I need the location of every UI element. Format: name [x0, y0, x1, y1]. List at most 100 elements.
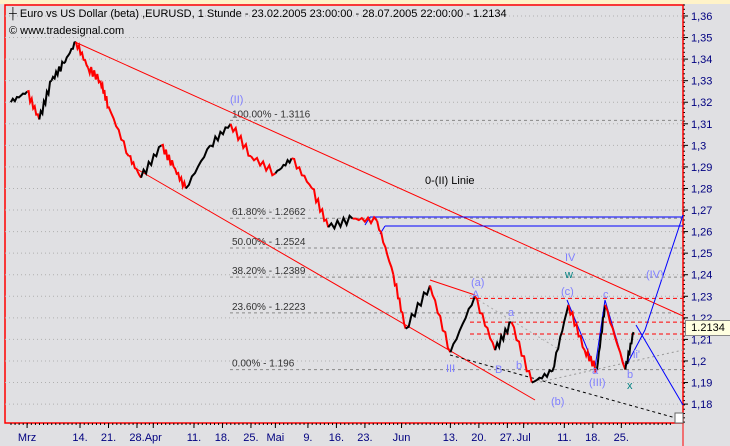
wave-label: b: [627, 369, 633, 381]
x-tick-label: Mai: [266, 432, 284, 444]
y-tick-label: 1,31: [691, 119, 712, 131]
y-tick-label: 1,36: [691, 11, 712, 23]
y-tick-label: 1,2: [691, 356, 706, 368]
fib-level-label: 100.00% - 1.3116: [232, 109, 311, 120]
y-tick-label: 1,33: [691, 76, 712, 88]
wave-label: (b): [551, 396, 564, 408]
price-segment: [352, 215, 378, 226]
support-dashed-line: [449, 354, 684, 421]
price-segment: [50, 59, 65, 82]
x-tick-label: Mrz: [18, 432, 36, 444]
wave-label: (IV): [646, 269, 664, 281]
y-tick-label: 1,32: [691, 97, 712, 109]
price-segment: [128, 155, 142, 179]
wave-label: b: [516, 360, 522, 372]
x-tick-label: 11.: [187, 432, 201, 444]
wave-label: ii': [633, 349, 640, 361]
y-tick-label: 1,34: [691, 54, 712, 66]
price-segment: [172, 166, 187, 191]
price-segment: [250, 155, 276, 177]
price-segment: [229, 123, 252, 158]
title-text: Euro vs US Dollar (beta) ,EURUSD, 1 Stun…: [19, 8, 507, 20]
x-tick-label: 28.: [129, 432, 144, 444]
price-segment: [38, 79, 53, 120]
x-tick-label: 25.: [243, 432, 258, 444]
price-segment: [392, 274, 407, 329]
price-segment: [99, 80, 110, 110]
price-segment: [474, 295, 497, 351]
price-segment: [185, 144, 211, 190]
price-segment: [291, 157, 313, 190]
y-tick-label: 1,26: [691, 227, 712, 239]
price-segment: [74, 41, 89, 69]
price-segment: [494, 321, 512, 351]
price-segment: [510, 321, 533, 383]
price-segment: [9, 90, 28, 104]
wave-label: (a): [471, 277, 484, 289]
x-tick-label: 13.: [443, 432, 458, 444]
y-tick-label: 1,29: [691, 162, 712, 174]
y-tick-label: 1,24: [691, 270, 712, 282]
price-segment: [107, 106, 130, 157]
price-segment: [429, 285, 452, 353]
price-segment: [63, 40, 77, 65]
x-tick-label: 16.: [329, 432, 344, 444]
wave-label: B: [495, 364, 502, 376]
x-tick-label: 18.: [215, 432, 230, 444]
wave-label: a: [592, 365, 599, 377]
y-tick-label: 1,23: [691, 291, 712, 303]
y-tick-label: 1,35: [691, 33, 712, 45]
wave-label: w: [564, 269, 573, 281]
lower-channel-line: [134, 167, 536, 401]
wave-projection-down: [635, 324, 684, 406]
plot-area: [4, 4, 684, 424]
y-tick-label: 1,3: [691, 140, 706, 152]
x-tick-label: Jul: [517, 432, 531, 444]
price-segment: [583, 347, 598, 374]
y-tick-label: 1,25: [691, 248, 712, 260]
wave-label: III: [446, 363, 455, 375]
fib-level-label: 23.60% - 1.2223: [232, 302, 306, 313]
wave-label: (III): [589, 377, 606, 389]
y-tick-label: 1,19: [691, 378, 712, 390]
x-tick-label: 27.: [500, 432, 515, 444]
price-segment: [140, 144, 162, 179]
x-tick-label: 21.: [101, 432, 116, 444]
wave-label: A: [472, 289, 480, 301]
x-tick-label: Apr: [145, 432, 162, 444]
price-segment: [209, 123, 232, 148]
copyright: © www.tradesignal.com: [9, 25, 125, 37]
last-price-tag: 1.2134: [685, 320, 730, 336]
wave-label: c: [603, 289, 609, 301]
wave-label: (II): [230, 94, 243, 106]
x-tick-label: 20.: [471, 432, 486, 444]
price-segment: [624, 331, 635, 370]
chart-title: ┼ Euro vs US Dollar (beta) ,EURUSD, 1 St…: [9, 8, 507, 20]
wave-label: (c): [561, 286, 574, 298]
price-segment: [376, 220, 395, 275]
resize-handle: [674, 412, 684, 424]
x-tick-label: 23.: [357, 432, 372, 444]
fib-level-label: 0.00% - 1.196: [232, 359, 295, 370]
wave-label: x: [627, 380, 633, 392]
fib-level-label: 50.00% - 1.2524: [232, 237, 306, 248]
price-segment: [327, 214, 354, 231]
x-tick-label: 25.: [614, 432, 629, 444]
wave-label: a: [508, 307, 515, 319]
y-tick-label: 1,27: [691, 205, 712, 217]
chart-menu-icon[interactable]: ┼: [9, 8, 20, 20]
price-segment: [87, 66, 102, 85]
price-segment: [311, 187, 330, 228]
copyright-icon: ©: [9, 25, 21, 37]
price-segment: [551, 304, 570, 373]
x-tick-label: Jun: [393, 432, 411, 444]
price-segment: [449, 295, 476, 353]
y-tick-label: 1,18: [691, 399, 712, 411]
wave-label: 0-(II) Linie: [425, 175, 475, 187]
price-segment: [274, 157, 293, 174]
x-tick-label: 9.: [303, 432, 312, 444]
fib-level-label: 38.20% - 1.2389: [232, 266, 306, 277]
upper-channel-line: [74, 41, 684, 317]
